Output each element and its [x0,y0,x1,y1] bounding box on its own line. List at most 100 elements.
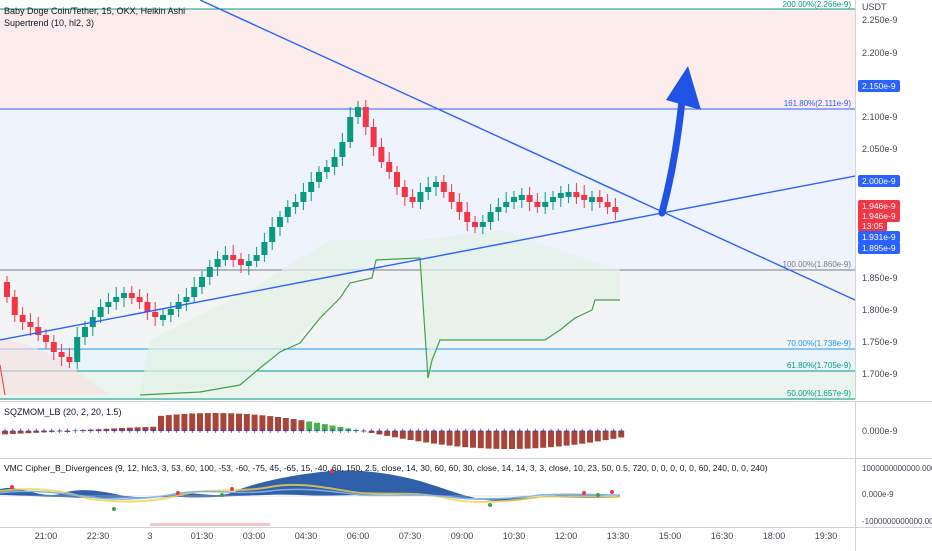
time-axis[interactable]: 21:00 22:30 3 01:30 03:00 04:30 06:00 07… [0,527,855,551]
candle[interactable] [472,222,478,227]
candle[interactable] [433,182,439,187]
candle[interactable] [160,315,166,320]
candle[interactable] [191,287,197,297]
squeeze-legend[interactable]: SQZMOM_LB (20, 2, 20, 1.5) [4,407,122,417]
squeeze-marker: + [517,426,522,436]
squeeze-marker: + [611,426,616,436]
candle[interactable] [425,187,431,192]
candle[interactable] [98,307,104,317]
candle[interactable] [207,267,213,277]
candle[interactable] [519,195,525,200]
candle[interactable] [105,302,111,307]
candle[interactable] [332,157,338,167]
candle[interactable] [495,207,501,212]
candle[interactable] [339,142,345,157]
squeeze-marker: + [431,426,436,436]
candle[interactable] [386,162,392,172]
candle[interactable] [121,293,127,298]
candle[interactable] [550,197,556,202]
candle[interactable] [316,172,322,182]
squeeze-marker: + [268,426,273,436]
candle[interactable] [27,322,33,327]
candle[interactable] [144,302,150,312]
candle[interactable] [441,182,447,192]
candle[interactable] [558,193,564,198]
candle[interactable] [480,222,486,227]
cipher-pane[interactable]: VMC Cipher_B_Divergences (9, 12, hlc3, 3… [0,458,855,527]
candle[interactable] [612,207,618,212]
candle[interactable] [503,202,509,207]
time-tick: 12:00 [555,531,578,541]
price-pill-2000[interactable]: 2.000e-9 [858,175,900,187]
candle[interactable] [378,147,384,162]
candle[interactable] [215,259,221,267]
candle[interactable] [573,192,579,197]
cipher-axis[interactable]: 1000000000000.000e-9 0.000e-9 -100000000… [855,458,932,527]
candle[interactable] [277,217,283,227]
candle[interactable] [269,227,275,242]
candle[interactable] [137,297,143,302]
candle[interactable] [113,297,119,302]
axis-corner [855,527,932,551]
price-axis[interactable]: USDT 2.250e-9 2.200e-9 2.100e-9 2.050e-9… [855,0,932,400]
candle[interactable] [308,182,314,192]
candle[interactable] [238,259,244,265]
candle[interactable] [394,172,400,187]
candle[interactable] [152,312,158,317]
candle[interactable] [581,195,587,200]
candle[interactable] [43,335,49,342]
candle[interactable] [183,297,189,302]
candle[interactable] [4,282,10,297]
candle[interactable] [464,212,470,222]
price-chart-canvas[interactable] [0,0,855,400]
candle[interactable] [488,212,494,222]
candle[interactable] [449,192,455,202]
candle[interactable] [542,202,548,207]
candle[interactable] [35,327,41,335]
candle[interactable] [355,107,361,117]
candle[interactable] [254,255,260,261]
cipher-legend[interactable]: VMC Cipher_B_Divergences (9, 12, hlc3, 3… [4,463,768,473]
candle[interactable] [246,261,252,266]
candle[interactable] [527,195,533,202]
candle[interactable] [59,352,65,357]
candle[interactable] [74,337,80,362]
candle[interactable] [402,187,408,197]
candle[interactable] [222,255,228,260]
supertrend-legend[interactable]: Supertrend (10, hl2, 3) [4,18,94,28]
candle[interactable] [589,197,595,202]
candle[interactable] [605,202,611,207]
candle[interactable] [534,202,540,207]
candle[interactable] [20,315,26,322]
candle[interactable] [51,342,57,352]
candle[interactable] [66,357,72,362]
candle[interactable] [12,297,18,315]
candle[interactable] [511,197,517,202]
squeeze-pane[interactable]: ++++++++++++++++++++++++++++++++++++++++… [0,401,855,458]
symbol-title[interactable]: Baby Doge Coin/Tether, 15, OKX, Heikin A… [4,6,185,16]
squeeze-canvas[interactable]: ++++++++++++++++++++++++++++++++++++++++… [0,402,855,458]
candle[interactable] [168,309,174,315]
candle[interactable] [293,202,299,207]
candle[interactable] [285,207,291,217]
squeeze-axis[interactable]: 0.000e-9 [855,401,932,458]
candle[interactable] [456,202,462,212]
candle[interactable] [300,192,306,202]
cipher-tick: 0.000e-9 [862,490,894,499]
candle[interactable] [363,107,369,127]
candle[interactable] [410,197,416,202]
candle[interactable] [82,327,88,337]
candle[interactable] [230,255,236,260]
candle[interactable] [371,127,377,147]
candle[interactable] [199,277,205,287]
candle[interactable] [417,192,423,202]
candle[interactable] [347,117,353,142]
candle[interactable] [597,197,603,202]
candle[interactable] [324,167,330,172]
candle[interactable] [566,192,572,197]
price-pill-1895[interactable]: 1.895e-9 [858,242,900,254]
price-chart-pane[interactable]: Baby Doge Coin/Tether, 15, OKX, Heikin A… [0,0,855,400]
candle[interactable] [129,293,135,298]
price-pill-2150[interactable]: 2.150e-9 [858,80,900,92]
candle[interactable] [261,242,267,255]
